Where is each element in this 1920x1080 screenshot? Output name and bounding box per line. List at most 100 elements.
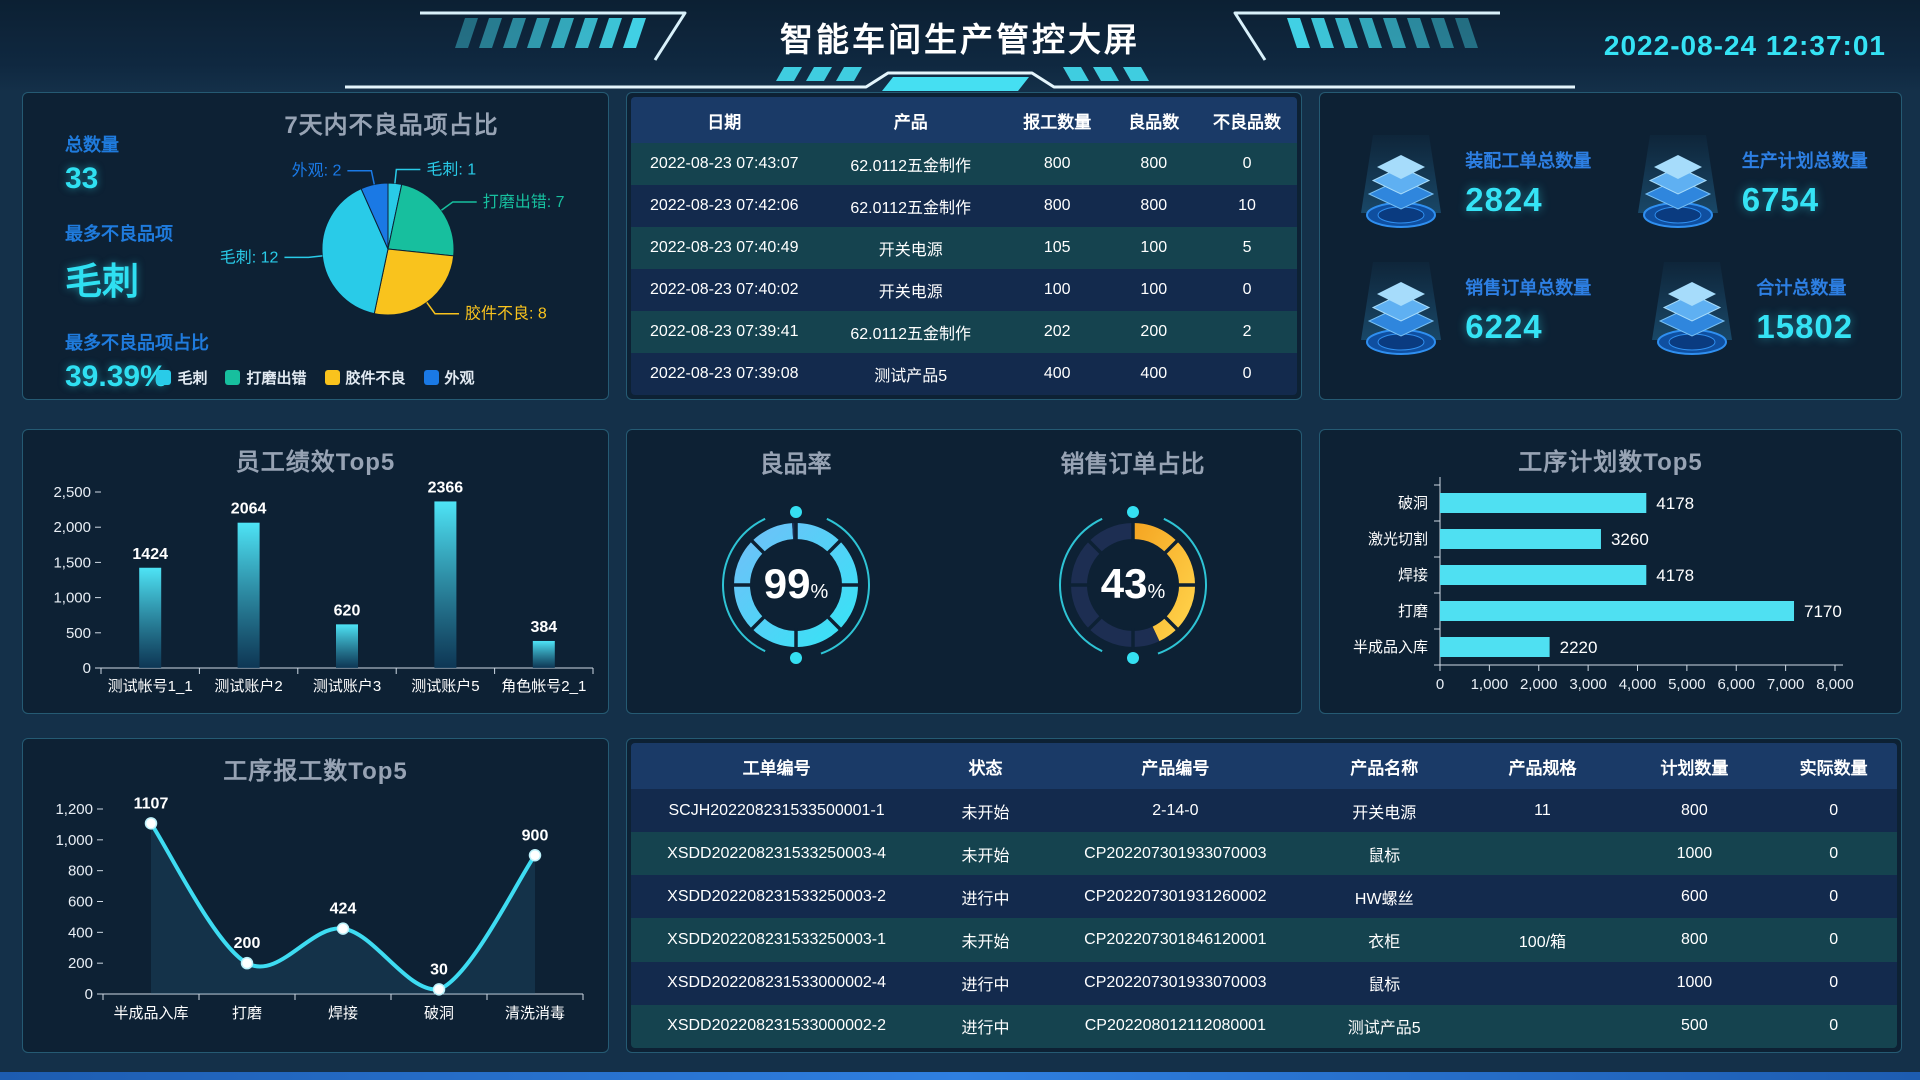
table-cell: 未开始 <box>961 934 1010 952</box>
stat-card-value: 6754 <box>1741 180 1820 218</box>
table-cell: 进行中 <box>961 1020 1010 1038</box>
table-cell: 800 <box>1140 155 1168 172</box>
column-header: 产品规格 <box>1466 743 1619 789</box>
table-cell: 10 <box>1238 197 1256 214</box>
svg-text:4,000: 4,000 <box>1619 676 1657 693</box>
defect-stat-label: 最多不良品项 <box>65 224 173 244</box>
svg-text:破洞: 破洞 <box>1398 495 1428 512</box>
table-cell: 100/箱 <box>1518 934 1567 952</box>
legend-label: 毛刺 <box>177 370 208 387</box>
svg-text:1,000: 1,000 <box>55 832 93 849</box>
svg-text:500: 500 <box>66 625 91 642</box>
panel-process-plan: 工序计划数Top5 0 1,000 2,000 3,000 4,000 5,000 6,00… <box>1319 429 1902 714</box>
svg-text:测试账户3: 测试账户3 <box>313 678 381 695</box>
table-cell: 62.0112五金制作 <box>850 158 972 175</box>
table-cell: 2022-08-23 07:39:41 <box>649 323 799 340</box>
panel-employee-performance: 员工绩效Top5 0 500 1,000 1,500 2,000 2,500 1424 测试帐… <box>22 429 609 714</box>
good-rate-gauge: 99% <box>721 506 870 664</box>
svg-text:胶件不良: 8: 胶件不良: 8 <box>465 305 547 323</box>
stat-cards-grid: 装配工单总数量 2824 生产计划总数量 6754 销售订单总数量 6224 合计总数… <box>1334 119 1887 373</box>
table-row: 2022-08-23 07:40:02 开关电源 100 100 0 <box>631 269 1297 311</box>
table-row: 2022-08-23 07:39:08 测试产品5 400 400 0 <box>631 353 1297 395</box>
layers-icon <box>1361 134 1442 228</box>
table-cell: 105 <box>1043 239 1071 256</box>
svg-text:0: 0 <box>83 660 91 677</box>
svg-text:毛刺: 12: 毛刺: 12 <box>220 248 279 266</box>
table-cell: 开关电源 <box>878 284 943 301</box>
table-cell: XSDD202208231533000002-2 <box>667 1017 887 1035</box>
svg-text:测试帐号1_1: 测试帐号1_1 <box>108 678 193 695</box>
svg-text:激光切割: 激光切割 <box>1368 531 1428 548</box>
stat-card-label: 装配工单总数量 <box>1465 150 1592 171</box>
column-header: 产品编号 <box>1048 743 1302 789</box>
table-cell: 800 <box>1043 197 1071 214</box>
svg-text:200: 200 <box>234 935 261 952</box>
employee-bar-chart: 0 500 1,000 1,500 2,000 2,500 1424 测试帐号1_1 2064 测… <box>53 479 594 695</box>
table-cell: XSDD202208231533250003-1 <box>667 931 887 949</box>
table-cell: 800 <box>1043 155 1071 172</box>
svg-text:半成品入库: 半成品入库 <box>113 1005 188 1022</box>
stat-card-label: 合计总数量 <box>1756 277 1847 298</box>
svg-text:2220: 2220 <box>1560 638 1598 657</box>
gauge-good-rate: 良品率 99% <box>627 430 964 713</box>
svg-text:1,000: 1,000 <box>1471 676 1509 693</box>
svg-text:打磨出错: 7: 打磨出错: 7 <box>483 193 565 211</box>
stat-card-value: 6224 <box>1465 307 1543 345</box>
stat-card-value: 15802 <box>1756 307 1854 345</box>
column-header: 计划数量 <box>1618 743 1771 789</box>
table-cell: 开关电源 <box>1352 804 1417 822</box>
svg-text:半成品入库: 半成品入库 <box>1353 639 1428 656</box>
legend-item: 打磨出错 <box>225 367 307 388</box>
svg-text:6,000: 6,000 <box>1717 676 1755 693</box>
table-cell: CP202208012112080001 <box>1084 1017 1266 1035</box>
datetime-display: 2022-08-24 12:37:01 <box>1603 30 1886 61</box>
table-cell: 2-14-0 <box>1152 801 1199 819</box>
table-cell: 100 <box>1043 281 1071 298</box>
table-cell: 400 <box>1140 365 1168 382</box>
column-header: 良品数 <box>1110 97 1198 143</box>
panel-title: 员工绩效Top5 <box>235 449 396 476</box>
column-header: 不良品数 <box>1197 97 1297 143</box>
svg-text:7,000: 7,000 <box>1767 676 1805 693</box>
table-cell: SCJH202208231533500001-1 <box>668 801 885 819</box>
stat-card-label: 销售订单总数量 <box>1465 277 1592 298</box>
table-cell: XSDD202208231533250003-4 <box>667 844 887 862</box>
svg-text:424: 424 <box>330 901 357 918</box>
table-row: 2022-08-23 07:40:49 开关电源 105 100 5 <box>631 227 1297 269</box>
table-cell <box>1467 1005 1619 1048</box>
header: 智能车间生产管控大屏 2022-08-24 12:37:01 <box>0 0 1920 92</box>
table-row: XSDD202208231533000002-4 进行中 CP20220730193… <box>631 961 1897 1005</box>
svg-text:角色帐号2_1: 角色帐号2_1 <box>501 678 586 695</box>
defect-stat-value: 毛刺 <box>65 261 139 302</box>
legend-swatch <box>324 370 340 385</box>
table-cell: 0 <box>1829 1017 1839 1035</box>
legend-swatch <box>423 370 439 385</box>
defect-stat-value: 39.39% <box>65 360 167 393</box>
svg-text:3,000: 3,000 <box>1569 676 1607 693</box>
page-title: 智能车间生产管控大屏 <box>780 21 1140 58</box>
column-header: 产品名称 <box>1301 743 1467 789</box>
svg-text:600: 600 <box>68 894 93 911</box>
svg-text:1107: 1107 <box>134 795 169 812</box>
table-cell: 测试产品5 <box>1347 1020 1421 1038</box>
table-cell: 2022-08-23 07:42:06 <box>649 197 799 214</box>
stat-card: 装配工单总数量 2824 <box>1334 119 1611 246</box>
table-cell: 进行中 <box>961 977 1010 995</box>
defect-stat-label: 总数量 <box>65 135 119 155</box>
svg-text:1,500: 1,500 <box>53 554 91 571</box>
table-header-row: 工单编号 状态 产品编号 产品名称 产品规格 计划数量 实际数量 <box>631 743 1897 789</box>
defect-stat: 最多不良品项占比 39.39% <box>65 329 209 394</box>
column-header: 产品 <box>817 97 1004 143</box>
svg-text:0: 0 <box>85 986 93 1003</box>
table-cell: 未开始 <box>961 804 1010 822</box>
legend-label: 外观 <box>444 370 475 387</box>
table-cell: 未开始 <box>961 847 1010 865</box>
table-cell: 2022-08-23 07:40:02 <box>649 281 799 298</box>
defect-stat: 最多不良品项 毛刺 <box>65 220 209 305</box>
svg-text:900: 900 <box>522 827 549 844</box>
svg-text:400: 400 <box>68 924 93 941</box>
table-cell: 0 <box>1829 887 1839 905</box>
table-cell <box>1467 875 1619 918</box>
svg-text:3260: 3260 <box>1611 530 1649 549</box>
table-cell: 800 <box>1681 931 1708 949</box>
